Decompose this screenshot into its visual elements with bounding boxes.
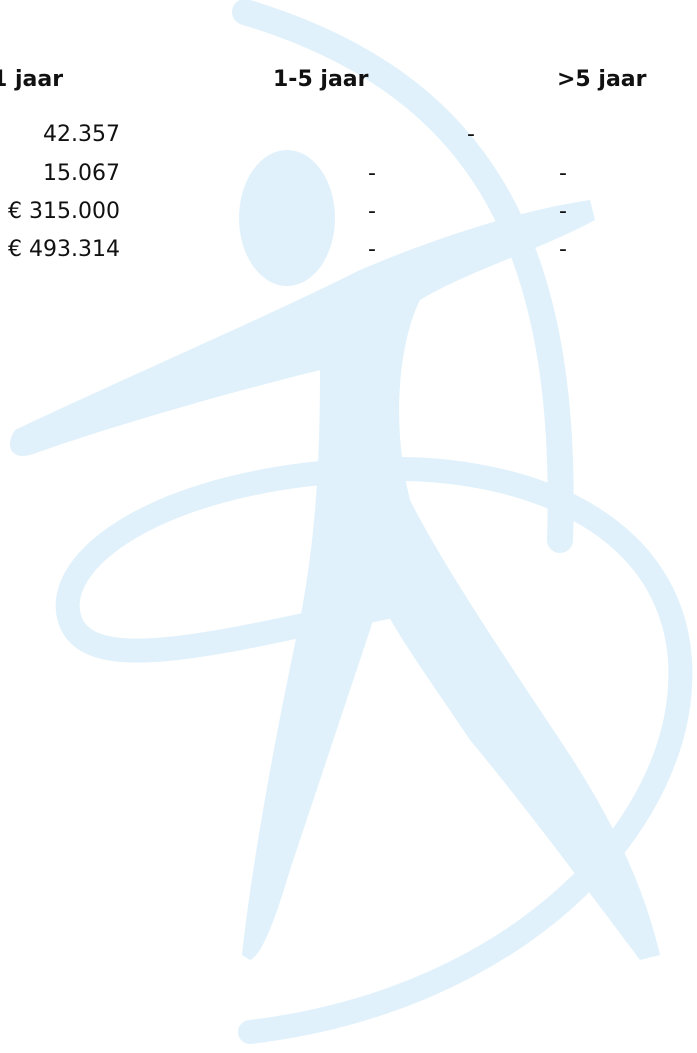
cell: - (559, 161, 567, 186)
cell: - (368, 199, 376, 224)
cell: - (368, 161, 376, 186)
document: 1 jaar 1-5 jaar >5 jaar 42.357 - 15.067 … (0, 0, 697, 1049)
column-header: 1-5 jaar (273, 67, 369, 92)
cell: 42.357 (43, 122, 120, 147)
cell: € 315.000 (8, 199, 120, 224)
cell: € 493.314 (8, 237, 120, 262)
cell: - (368, 237, 376, 262)
cell: 15.067 (43, 161, 120, 186)
cell: - (559, 237, 567, 262)
page: 1 jaar 1-5 jaar >5 jaar 42.357 - 15.067 … (0, 0, 697, 1049)
cell: - (467, 122, 475, 147)
column-header: 1 jaar (0, 67, 63, 92)
column-header: >5 jaar (557, 67, 647, 92)
cell: - (559, 199, 567, 224)
